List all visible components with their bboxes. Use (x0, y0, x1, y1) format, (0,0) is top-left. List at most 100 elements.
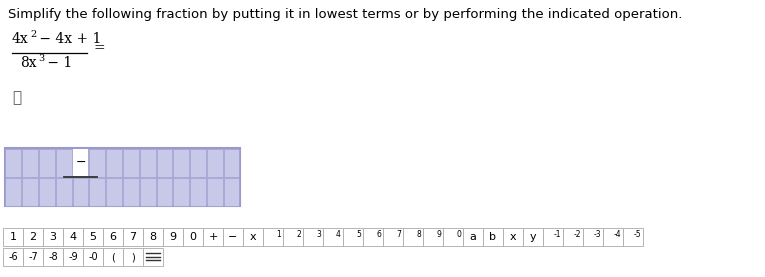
Bar (123, 228, 143, 246)
Text: =: = (94, 41, 106, 55)
Text: 1: 1 (276, 230, 281, 239)
Bar (140, 148, 155, 176)
Text: 2: 2 (30, 30, 36, 39)
Text: 5: 5 (356, 230, 361, 239)
Text: a: a (470, 232, 477, 242)
Bar (623, 228, 643, 246)
Bar (39, 148, 55, 176)
Bar (443, 228, 463, 246)
Bar (43, 248, 63, 266)
Text: 6: 6 (109, 232, 116, 242)
Text: − 1: − 1 (43, 56, 72, 70)
Bar (363, 228, 383, 246)
Text: 7: 7 (396, 230, 401, 239)
Bar (303, 228, 323, 246)
Text: 🗑: 🗑 (12, 90, 21, 105)
Bar (83, 248, 103, 266)
Bar (163, 228, 183, 246)
Bar (223, 228, 243, 246)
Bar (43, 228, 63, 246)
Text: 3: 3 (38, 54, 44, 63)
Bar (123, 178, 138, 206)
Text: -8: -8 (48, 252, 58, 262)
Text: Simplify the following fraction by putting it in lowest terms or by performing t: Simplify the following fraction by putti… (8, 8, 682, 21)
Text: 9: 9 (169, 232, 177, 242)
Text: -9: -9 (68, 252, 78, 262)
Bar (207, 148, 223, 176)
Bar (90, 148, 106, 176)
Bar (583, 228, 603, 246)
Text: 2: 2 (296, 230, 301, 239)
Bar (283, 228, 303, 246)
Text: (: ( (111, 252, 115, 262)
Bar (73, 178, 89, 206)
Text: +: + (208, 232, 218, 242)
Text: 0: 0 (456, 230, 461, 239)
Text: x: x (509, 232, 516, 242)
Bar (143, 248, 163, 266)
Bar (5, 148, 21, 176)
Bar (203, 228, 223, 246)
Text: 9: 9 (436, 230, 441, 239)
Text: 4x: 4x (12, 32, 29, 46)
Text: 4: 4 (70, 232, 76, 242)
Bar (190, 178, 206, 206)
Bar (5, 148, 240, 206)
Bar (503, 228, 523, 246)
Bar (63, 248, 83, 266)
Text: 7: 7 (129, 232, 137, 242)
Bar (383, 228, 403, 246)
Bar (223, 148, 239, 176)
Bar (73, 148, 89, 176)
Bar (106, 148, 122, 176)
Bar (403, 228, 423, 246)
Bar (263, 228, 283, 246)
Text: ): ) (131, 252, 135, 262)
Text: − 4x + 1: − 4x + 1 (35, 32, 102, 46)
Bar (483, 228, 503, 246)
Text: y: y (529, 232, 536, 242)
Text: -6: -6 (8, 252, 18, 262)
Bar (157, 178, 172, 206)
Text: -1: -1 (554, 230, 561, 239)
Text: 8: 8 (416, 230, 421, 239)
Bar (157, 148, 172, 176)
Text: 0: 0 (190, 232, 197, 242)
Text: 6: 6 (376, 230, 381, 239)
Bar (174, 178, 189, 206)
Bar (463, 228, 483, 246)
Bar (140, 178, 155, 206)
Bar (603, 228, 623, 246)
Text: 8x: 8x (20, 56, 37, 70)
Text: 5: 5 (90, 232, 96, 242)
Text: -7: -7 (28, 252, 38, 262)
Text: -0: -0 (88, 252, 98, 262)
Bar (223, 178, 239, 206)
Bar (343, 228, 363, 246)
Text: 2: 2 (29, 232, 37, 242)
Bar (183, 228, 203, 246)
Text: x: x (249, 232, 256, 242)
Bar (323, 228, 343, 246)
Bar (83, 228, 103, 246)
Bar (106, 178, 122, 206)
Bar (103, 228, 123, 246)
Bar (63, 228, 83, 246)
Bar (103, 248, 123, 266)
Bar (423, 228, 443, 246)
Bar (563, 228, 583, 246)
Text: 3: 3 (50, 232, 57, 242)
Text: −: − (228, 232, 238, 242)
Bar (56, 148, 72, 176)
Bar (5, 178, 21, 206)
Text: 4: 4 (336, 230, 341, 239)
Bar (207, 178, 223, 206)
Bar (3, 228, 23, 246)
Bar (90, 178, 106, 206)
Text: -4: -4 (614, 230, 621, 239)
Bar (523, 228, 543, 246)
Bar (143, 228, 163, 246)
Bar (123, 248, 143, 266)
Text: 1: 1 (9, 232, 17, 242)
Text: -2: -2 (574, 230, 581, 239)
